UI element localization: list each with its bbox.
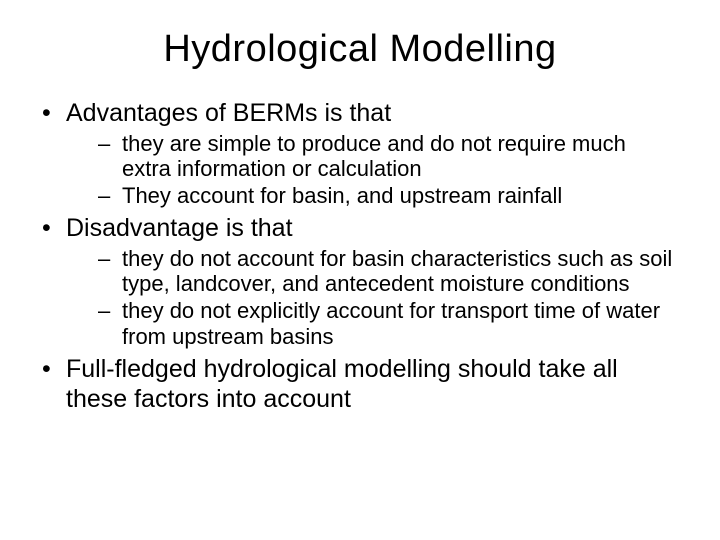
bullet-list: Advantages of BERMs is that they are sim…	[40, 99, 680, 414]
bullet-text: Advantages of BERMs is that	[66, 99, 391, 127]
bullet-item: Full-fledged hydrological modelling shou…	[40, 355, 680, 414]
sub-bullet-item: they do not explicitly account for trans…	[66, 298, 680, 349]
bullet-text: Full-fledged hydrological modelling shou…	[66, 355, 618, 413]
bullet-item: Advantages of BERMs is that they are sim…	[40, 99, 680, 208]
slide-title: Hydrological Modelling	[40, 28, 680, 71]
bullet-text: Disadvantage is that	[66, 214, 293, 242]
sub-bullet-item: they are simple to produce and do not re…	[66, 131, 680, 182]
bullet-item: Disadvantage is that they do not account…	[40, 214, 680, 349]
slide: Hydrological Modelling Advantages of BER…	[0, 0, 720, 540]
sub-bullet-list: they do not account for basin characteri…	[66, 246, 680, 349]
sub-bullet-item: They account for basin, and upstream rai…	[66, 183, 680, 208]
sub-bullet-list: they are simple to produce and do not re…	[66, 131, 680, 209]
sub-bullet-item: they do not account for basin characteri…	[66, 246, 680, 297]
